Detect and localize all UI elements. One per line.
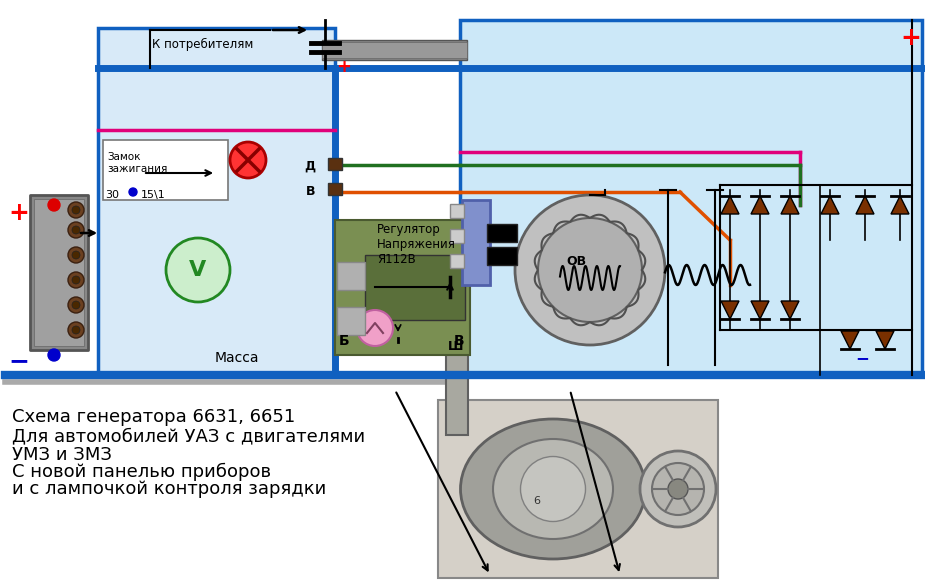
Circle shape [68, 322, 84, 338]
Polygon shape [876, 331, 894, 349]
Circle shape [72, 251, 80, 259]
Bar [450, 204, 464, 218]
Text: −: − [855, 349, 869, 367]
Bar [446, 320, 468, 435]
Bar [365, 255, 465, 320]
Circle shape [668, 479, 688, 499]
Text: +: + [336, 58, 351, 76]
Circle shape [72, 326, 80, 334]
Bar [322, 42, 467, 58]
Bar [328, 158, 342, 170]
Polygon shape [781, 301, 799, 319]
Polygon shape [856, 196, 874, 214]
Ellipse shape [493, 439, 613, 539]
Text: V: V [190, 260, 206, 280]
Bar [460, 20, 922, 375]
Circle shape [72, 226, 80, 234]
Ellipse shape [461, 419, 646, 559]
Text: К потребителям: К потребителям [152, 38, 253, 51]
Text: Регулятор
Напряжения
Я112В: Регулятор Напряжения Я112В [377, 223, 456, 266]
Bar [335, 220, 470, 355]
Text: и с лампочкой контроля зарядки: и с лампочкой контроля зарядки [12, 480, 327, 498]
Text: 15\1: 15\1 [141, 190, 166, 200]
Text: В: В [305, 185, 315, 198]
Bar [98, 28, 335, 375]
Text: В: В [454, 334, 464, 348]
Polygon shape [841, 331, 859, 349]
Circle shape [166, 238, 230, 302]
Polygon shape [751, 301, 769, 319]
Text: ОВ: ОВ [566, 255, 586, 268]
Polygon shape [891, 196, 909, 214]
Bar [462, 200, 490, 285]
Ellipse shape [521, 456, 586, 522]
Bar [487, 247, 517, 265]
Polygon shape [751, 196, 769, 214]
Text: 6: 6 [533, 496, 540, 506]
Text: Замок
зажигания: Замок зажигания [107, 152, 167, 173]
Text: С новой панелью приборов: С новой панелью приборов [12, 463, 271, 481]
Circle shape [68, 247, 84, 263]
Polygon shape [821, 196, 839, 214]
Bar [337, 307, 365, 335]
Text: Д: Д [304, 160, 315, 173]
Bar [34, 199, 84, 346]
Bar [487, 224, 517, 242]
Circle shape [515, 195, 665, 345]
Bar [30, 195, 88, 350]
Circle shape [72, 276, 80, 284]
Text: 30: 30 [105, 190, 119, 200]
Circle shape [48, 349, 60, 361]
Text: Для автомобилей УАЗ с двигателями: Для автомобилей УАЗ с двигателями [12, 427, 365, 445]
Bar [450, 229, 464, 243]
Polygon shape [781, 196, 799, 214]
Circle shape [68, 222, 84, 238]
Polygon shape [721, 196, 739, 214]
Polygon shape [721, 301, 739, 319]
Circle shape [48, 199, 60, 211]
Circle shape [72, 301, 80, 309]
Text: −: − [8, 349, 29, 373]
Bar [450, 254, 464, 268]
Circle shape [68, 297, 84, 313]
Bar [322, 40, 467, 60]
Circle shape [652, 463, 704, 515]
Text: +: + [900, 26, 921, 50]
Circle shape [230, 142, 266, 178]
Text: Схема генератора 6631, 6651: Схема генератора 6631, 6651 [12, 408, 295, 426]
Circle shape [357, 310, 393, 346]
Circle shape [72, 206, 80, 214]
Text: Б: Б [339, 334, 350, 348]
Bar [328, 183, 342, 195]
Text: УМЗ и ЗМЗ: УМЗ и ЗМЗ [12, 446, 112, 464]
Text: Масса: Масса [215, 351, 260, 365]
Circle shape [640, 451, 716, 527]
Circle shape [129, 188, 137, 196]
Text: Ш: Ш [448, 340, 463, 353]
Bar [337, 262, 365, 290]
Bar [103, 140, 228, 200]
Circle shape [68, 272, 84, 288]
Circle shape [68, 202, 84, 218]
Bar [438, 400, 718, 578]
Text: +: + [8, 201, 29, 225]
Circle shape [538, 218, 642, 322]
